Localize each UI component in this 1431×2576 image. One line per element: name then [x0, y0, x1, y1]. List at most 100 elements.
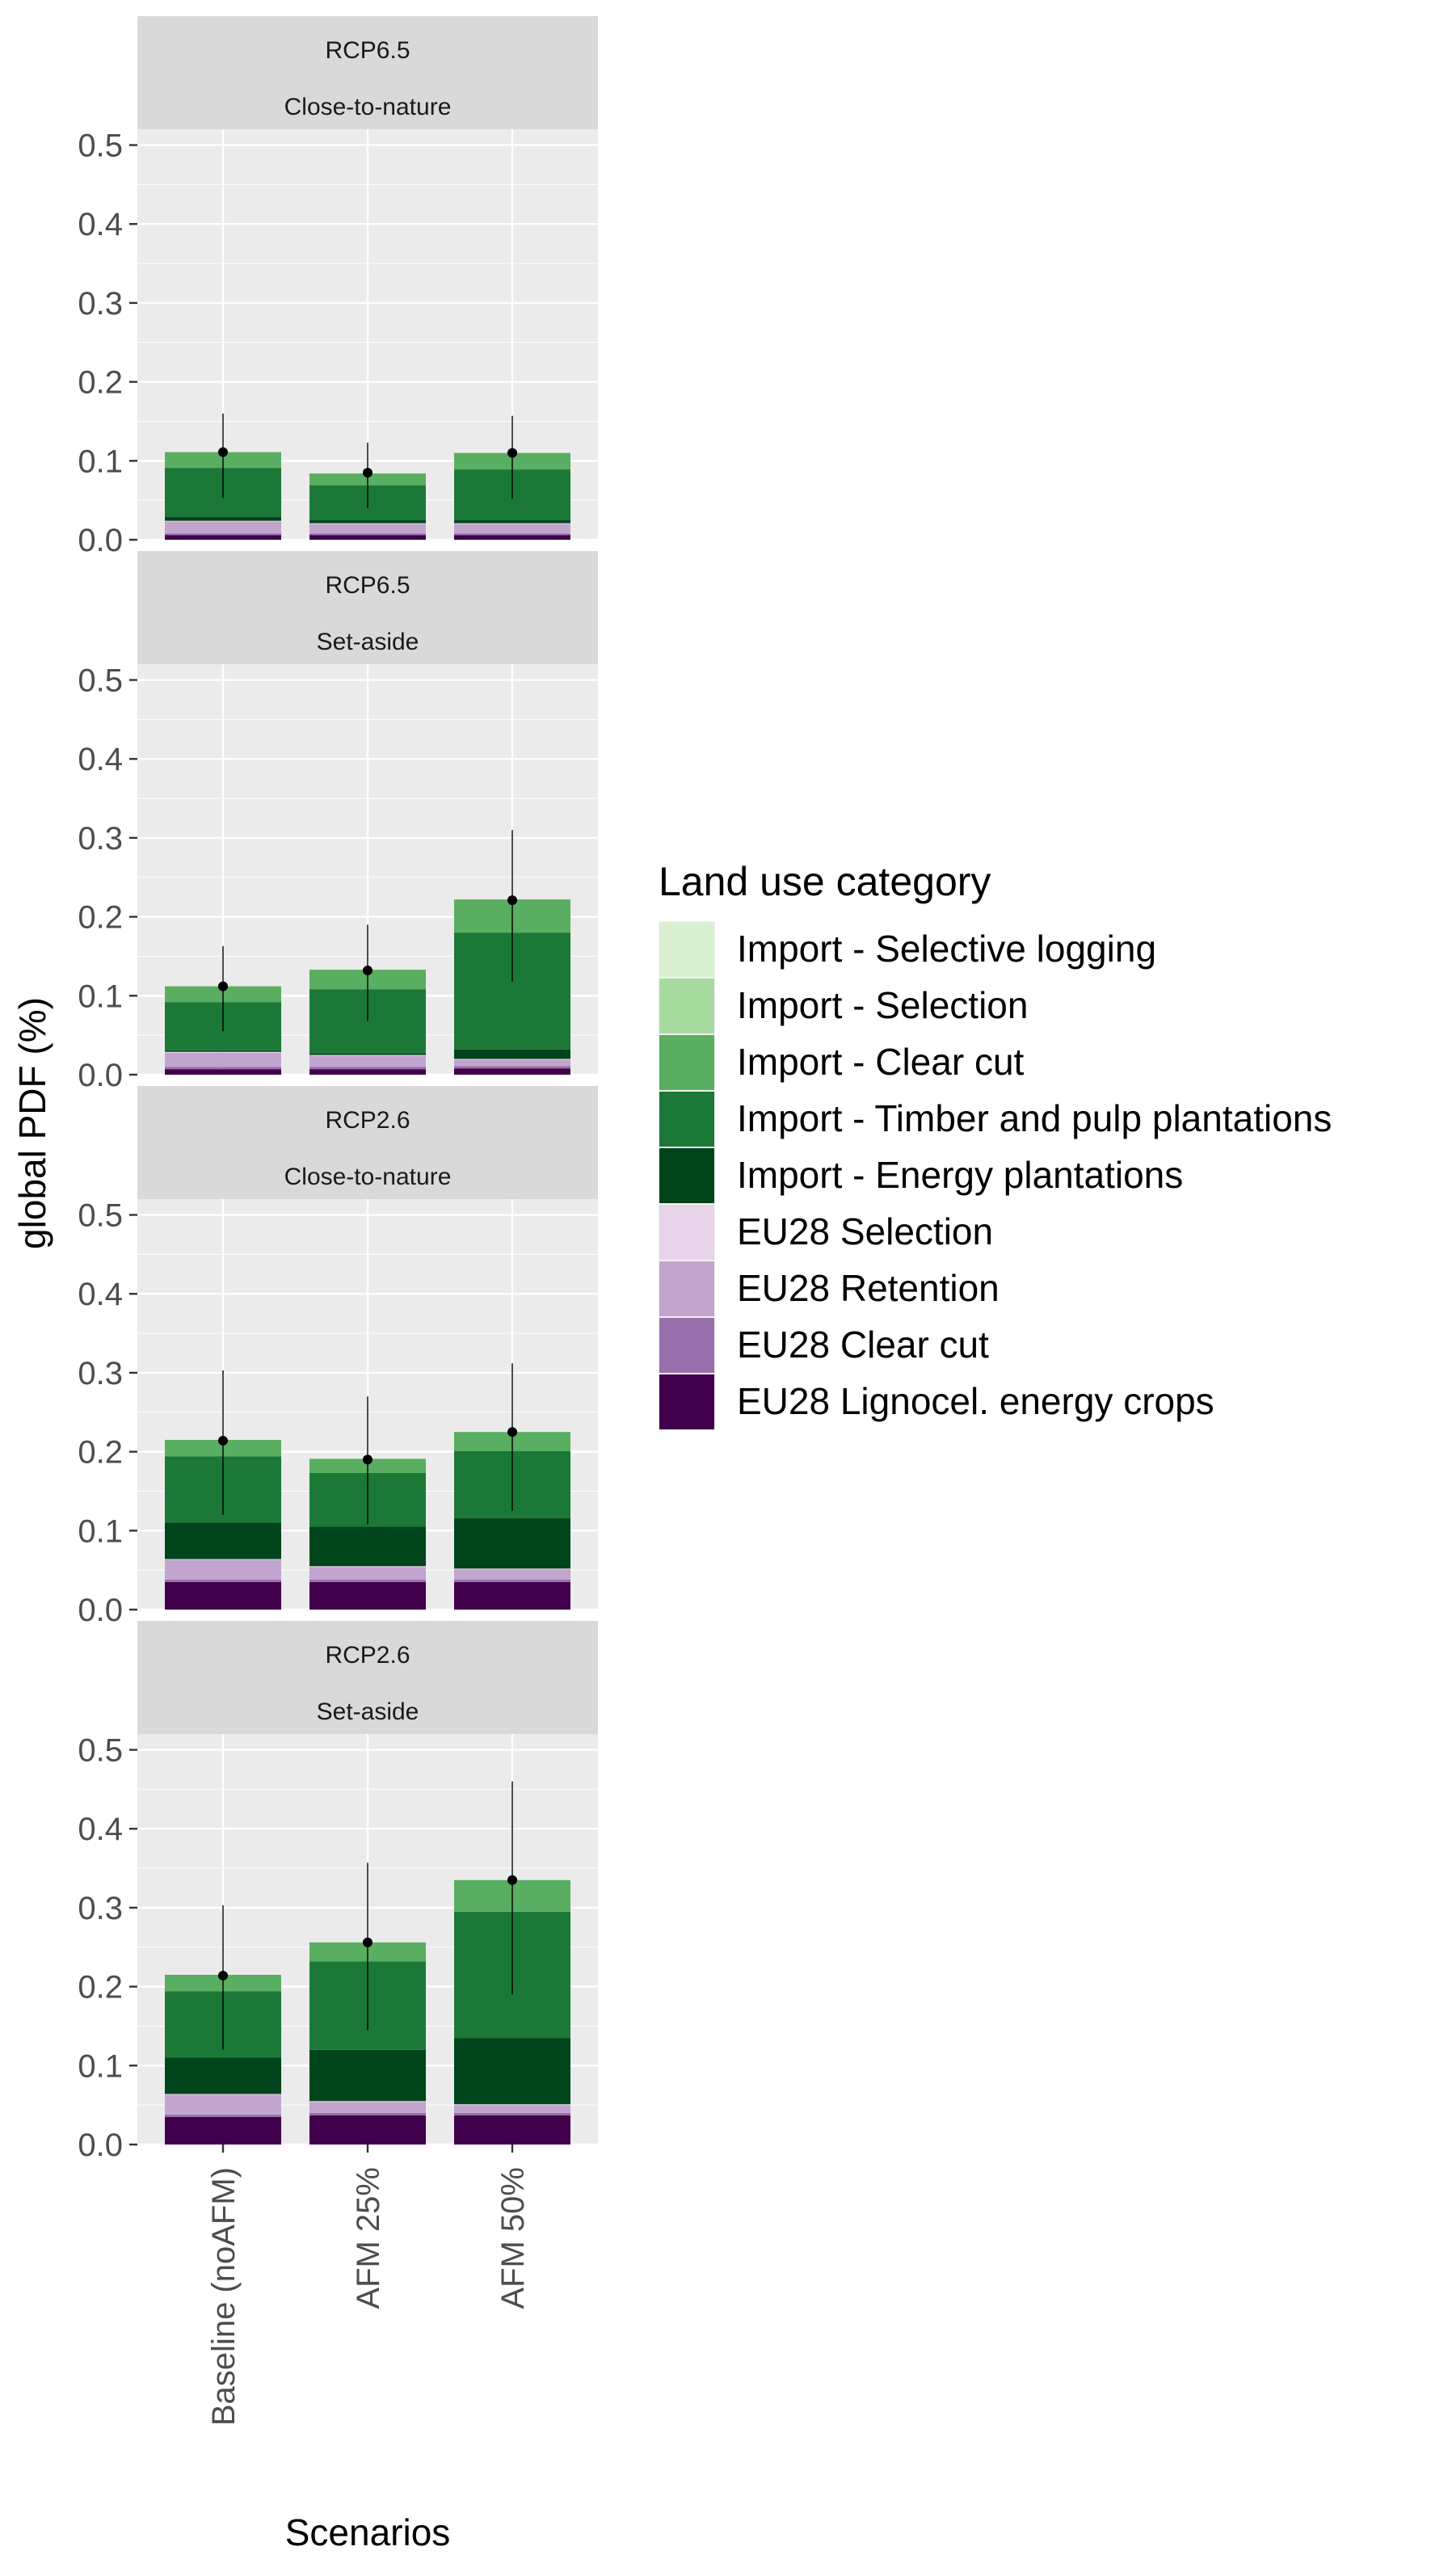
bar-segment	[165, 1050, 281, 1052]
facet-panel: RCP2.6 Set-aside 0.0 0.1 0.2 0.3 0.4 0.5	[78, 1621, 598, 2163]
legend-swatch	[659, 1205, 714, 1260]
legend-swatch	[659, 922, 714, 977]
facet-strip	[137, 551, 598, 664]
bar-segment	[454, 1059, 570, 1067]
bar-segment	[309, 523, 426, 524]
legend-label: EU28 Clear cut	[737, 1324, 989, 1366]
bar-segment	[309, 1567, 426, 1580]
facet-strip-row-label: RCP2.6	[325, 1642, 410, 1669]
y-tick-label: 0.1	[78, 2048, 123, 2084]
bar-segment	[309, 520, 426, 524]
legend-label: Import - Timber and pulp plantations	[737, 1097, 1332, 1139]
facet-strip-col-label: Set-aside	[317, 629, 419, 655]
bar-segment	[454, 2112, 570, 2115]
legend-label: EU28 Selection	[737, 1210, 993, 1252]
y-tick-label: 0.3	[78, 821, 123, 857]
bar-segment	[454, 1066, 570, 1069]
bar-segment	[454, 523, 570, 524]
facet-strip-row-label: RCP6.5	[325, 572, 410, 599]
x-tick-label: AFM 25%	[351, 2167, 386, 2309]
facet-panel: RCP6.5 Close-to-nature 0.0 0.1 0.2 0.3 0.4 0.5	[78, 16, 598, 558]
legend-swatch	[659, 1035, 714, 1090]
bar-segment	[454, 533, 570, 536]
bar-segment	[454, 1517, 570, 1569]
facet-strip	[137, 16, 598, 129]
bar-segment	[454, 524, 570, 534]
y-tick-label: 0.3	[78, 286, 123, 322]
y-tick-label: 0.2	[78, 900, 123, 936]
mean-point	[507, 895, 517, 906]
bar-segment	[454, 2038, 570, 2105]
legend-swatch	[659, 1092, 714, 1147]
legend-label: Import - Selection	[737, 984, 1028, 1026]
y-tick-label: 0.0	[78, 1593, 123, 1628]
bar-segment	[309, 533, 426, 536]
legend-swatch	[659, 1148, 714, 1203]
bar-segment	[454, 520, 570, 524]
facet-strip-col-label: Close-to-nature	[284, 1164, 452, 1190]
legend-title: Land use category	[659, 859, 991, 904]
bar-segment	[165, 1069, 281, 1075]
legend-label: EU28 Retention	[737, 1267, 1000, 1309]
bar-segment	[165, 2094, 281, 2115]
bar-segment	[165, 1522, 281, 1559]
bar-segment	[165, 520, 281, 522]
y-tick-label: 0.0	[78, 2128, 123, 2163]
mean-point	[507, 448, 517, 458]
bar-segment	[309, 1053, 426, 1055]
facet-strip	[137, 1621, 598, 1734]
legend-swatch	[659, 1261, 714, 1316]
mean-point	[363, 966, 372, 976]
bar-segment	[454, 1068, 570, 1075]
bar-segment	[309, 1566, 426, 1568]
y-tick-label: 0.4	[78, 1277, 123, 1312]
legend-swatch	[659, 979, 714, 1033]
facet-strip-col-label: Close-to-nature	[284, 94, 452, 120]
legend-swatch	[659, 1318, 714, 1373]
bar-segment	[309, 524, 426, 534]
bar-segment	[454, 1581, 570, 1610]
mean-point	[507, 1427, 517, 1437]
facet-panel: RCP2.6 Close-to-nature 0.0 0.1 0.2 0.3 0.4 0.5	[78, 1086, 598, 1628]
bar-segment	[309, 2102, 426, 2113]
bar-segment	[165, 2116, 281, 2145]
bar-segment	[165, 516, 281, 521]
legend-label: Import - Selective logging	[737, 928, 1156, 970]
bar-segment	[454, 2105, 570, 2113]
bar-segment	[309, 1069, 426, 1075]
y-tick-label: 0.1	[78, 444, 123, 479]
bar-segment	[309, 2101, 426, 2102]
bar-segment	[454, 1569, 570, 1580]
y-tick-label: 0.2	[78, 1435, 123, 1471]
x-tick-label: AFM 50%	[495, 2167, 531, 2309]
bar-segment	[454, 1049, 570, 1059]
y-tick-label: 0.4	[78, 207, 123, 242]
bar-segment	[309, 1054, 426, 1056]
bar-segment	[309, 2115, 426, 2145]
mean-point	[218, 981, 228, 991]
bar-segment	[454, 1579, 570, 1582]
legend-label: Import - Clear cut	[737, 1041, 1025, 1083]
facet-strip-col-label: Set-aside	[317, 1698, 419, 1725]
y-tick-label: 0.5	[78, 663, 123, 699]
y-tick-label: 0.4	[78, 1812, 123, 1847]
bar-segment	[309, 1526, 426, 1567]
y-tick-label: 0.1	[78, 1513, 123, 1549]
bar-segment	[165, 521, 281, 534]
mean-point	[363, 1937, 372, 1947]
facet-panel: RCP6.5 Set-aside 0.0 0.1 0.2 0.3 0.4 0.5	[78, 551, 598, 1093]
y-tick-label: 0.3	[78, 1891, 123, 1926]
legend-label: Import - Energy plantations	[737, 1154, 1183, 1196]
bar-segment	[454, 2115, 570, 2145]
y-tick-label: 0.2	[78, 1970, 123, 2006]
bar-segment	[309, 1055, 426, 1067]
bar-segment	[309, 1067, 426, 1070]
y-tick-label: 0.2	[78, 365, 123, 401]
facet-strip-row-label: RCP2.6	[325, 1107, 410, 1134]
y-tick-label: 0.5	[78, 1198, 123, 1234]
mean-point	[507, 1875, 517, 1885]
bar-segment	[165, 1579, 281, 1582]
y-tick-label: 0.0	[78, 1058, 123, 1093]
bar-segment	[165, 1559, 281, 1580]
